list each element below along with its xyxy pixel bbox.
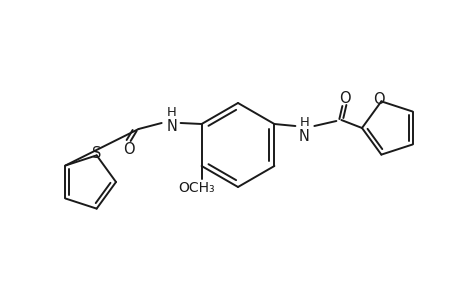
Text: N: N [298, 129, 309, 144]
Text: S: S [92, 146, 101, 161]
Text: OCH₃: OCH₃ [178, 181, 214, 195]
Text: O: O [339, 91, 350, 106]
Text: O: O [123, 142, 134, 157]
Text: H: H [167, 106, 176, 119]
Text: H: H [299, 116, 308, 129]
Text: N: N [166, 119, 177, 134]
Text: O: O [373, 92, 384, 107]
